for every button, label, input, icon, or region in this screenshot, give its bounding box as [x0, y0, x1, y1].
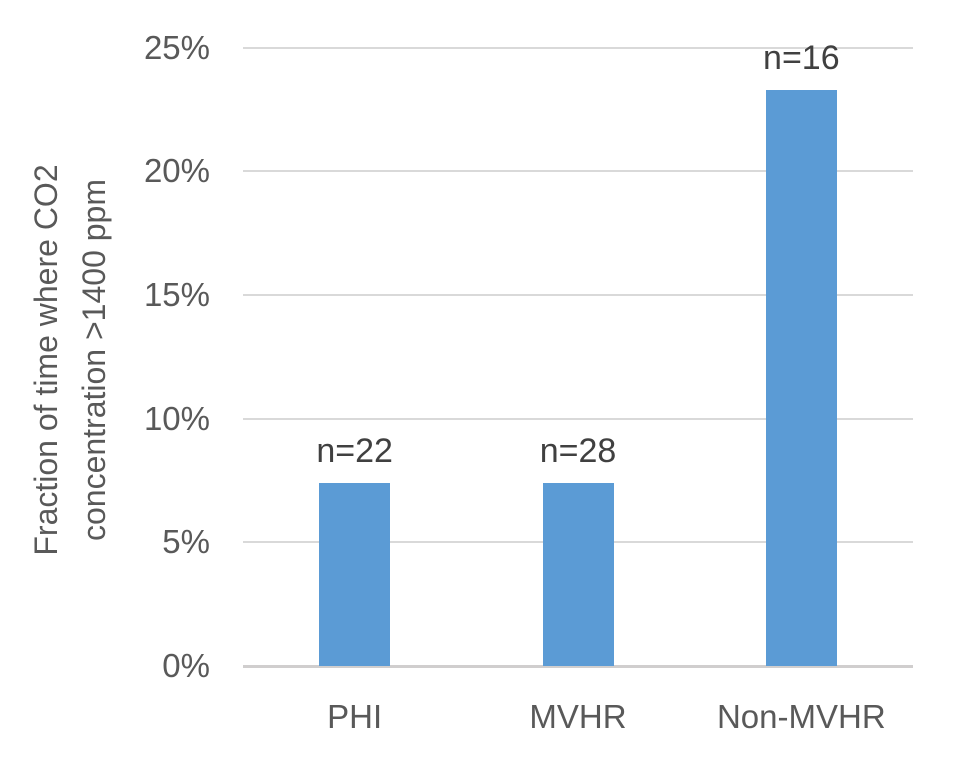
gridline-10%	[243, 417, 913, 420]
gridline-20%	[243, 170, 913, 173]
gridline-15%	[243, 293, 913, 296]
y-tick-label: 10%	[143, 399, 210, 437]
gridline-25%	[243, 46, 913, 49]
y-tick-label: 5%	[162, 523, 210, 561]
bar-non-mvhr	[765, 89, 837, 666]
y-axis-title: Fraction of time where CO2 concentration…	[28, 164, 112, 556]
x-category-label-mvhr: MVHR	[529, 698, 627, 735]
bar-phi	[319, 482, 391, 666]
bar-mvhr	[542, 482, 614, 666]
y-tick-label: 15%	[143, 275, 210, 313]
x-category-label-non-mvhr: Non-MVHR	[716, 698, 886, 735]
bar-value-label-phi: n=22	[316, 431, 393, 470]
x-category-label-phi: PHI	[327, 698, 383, 735]
bar-value-label-mvhr: n=28	[539, 431, 617, 470]
y-tick-label: 20%	[143, 152, 210, 190]
bar-value-label-non-mvhr: n=16	[763, 38, 840, 77]
y-tick-label: 25%	[143, 28, 210, 66]
y-tick-label: 0%	[162, 647, 210, 684]
x-axis-line	[243, 665, 913, 668]
